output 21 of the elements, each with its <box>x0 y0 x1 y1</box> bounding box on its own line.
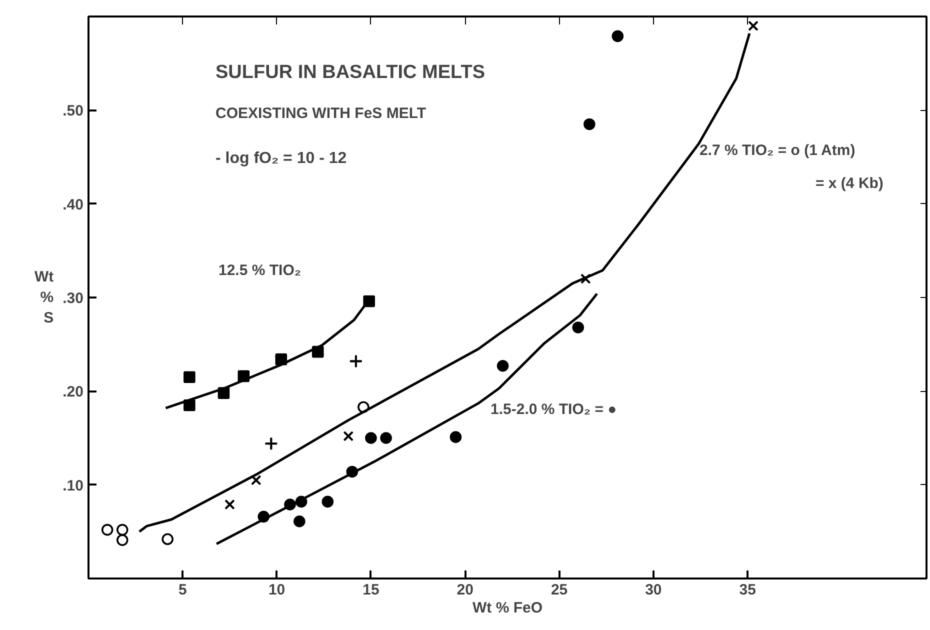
annotation: 2.7 % TIO₂ = o (1 Atm) <box>700 142 856 159</box>
x-tick-label: 35 <box>739 582 756 598</box>
text: SULFUR IN BASALTIC MELTS <box>216 62 485 83</box>
x-tick-label: 25 <box>550 582 568 598</box>
annotation: = x (4 Kb) <box>816 175 884 192</box>
y-tick-label: .30 <box>62 290 84 307</box>
y-tick-label: .40 <box>62 196 84 214</box>
x-tick-label: 20 <box>456 582 474 598</box>
y-axis-title: Wt % S <box>34 268 54 326</box>
y-tick-label: .50 <box>62 102 84 120</box>
x-tick-label: 30 <box>645 582 662 598</box>
y-tick-label: .10 <box>62 477 84 494</box>
text: COEXISTING WITH FeS MELT <box>216 105 426 122</box>
y-tick-label: .20 <box>62 384 84 401</box>
annotation: 1.5-2.0 % TIO₂ = ● <box>490 401 617 418</box>
x-tick-label: 5 <box>178 582 187 598</box>
x-tick-label: 10 <box>268 582 286 598</box>
annotation: - log fO₂ = 10 - 12 <box>216 150 347 167</box>
annotation: 12.5 % TIO₂ <box>218 262 302 279</box>
x-tick-label: 15 <box>362 582 380 598</box>
x-axis-title: Wt % FeO <box>472 600 543 616</box>
